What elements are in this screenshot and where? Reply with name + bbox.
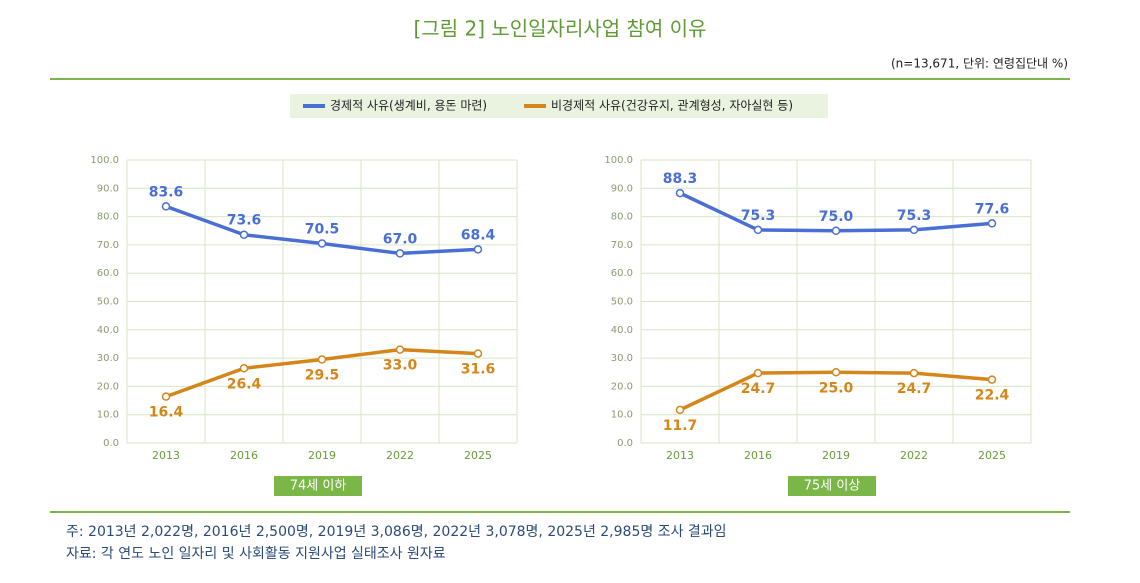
point	[831, 368, 841, 377]
y-tick-label: 50.0	[611, 297, 633, 308]
point	[317, 239, 327, 248]
y-tick-label: 80.0	[97, 212, 119, 223]
y-tick-label: 90.0	[97, 183, 119, 194]
value-label: 83.6	[149, 184, 184, 200]
value-label: 68.4	[461, 227, 496, 243]
x-tick-label: 2022	[386, 449, 414, 462]
value-label: 16.4	[149, 405, 184, 421]
point	[395, 345, 405, 354]
y-tick-label: 100.0	[90, 155, 119, 166]
value-label: 22.4	[975, 388, 1010, 404]
value-label: 75.3	[741, 208, 776, 224]
x-tick-label: 2019	[308, 449, 336, 462]
value-label: 29.5	[305, 368, 340, 384]
panel-label-box	[788, 476, 876, 496]
point	[161, 392, 171, 401]
value-label: 24.7	[741, 381, 776, 397]
value-label: 73.6	[227, 213, 262, 229]
y-tick-label: 20.0	[611, 381, 633, 392]
point	[909, 225, 919, 235]
point	[317, 355, 327, 364]
panel-label-box	[274, 476, 362, 496]
y-tick-label: 10.0	[611, 410, 633, 421]
y-tick-label: 30.0	[611, 353, 633, 364]
y-tick-label: 50.0	[97, 297, 119, 308]
legend-label: 경제적 사유(생계비, 용돈 마련)	[330, 99, 487, 113]
point	[753, 368, 763, 378]
panel-label: 74세 이하	[290, 479, 347, 494]
value-label: 33.0	[383, 358, 418, 374]
value-label: 77.6	[975, 201, 1010, 217]
y-tick-label: 100.0	[604, 155, 633, 166]
value-label: 25.0	[819, 380, 854, 396]
x-tick-label: 2025	[978, 449, 1006, 462]
footnote: 자료: 각 연도 노인 일자리 및 사회활동 지원사업 실태조사 원자료	[66, 546, 446, 562]
point	[987, 375, 997, 384]
legend-label: 비경제적 사유(건강유지, 관계형성, 자아실현 등)	[551, 99, 793, 113]
y-tick-label: 40.0	[611, 325, 633, 336]
x-tick-label: 2016	[744, 449, 772, 462]
legend-box	[290, 94, 828, 118]
y-tick-label: 70.0	[611, 240, 633, 251]
point	[753, 225, 763, 235]
y-tick-label: 0.0	[103, 438, 119, 449]
x-tick-label: 2022	[900, 449, 928, 462]
y-tick-label: 20.0	[97, 381, 119, 392]
y-tick-label: 90.0	[611, 183, 633, 194]
value-label: 31.6	[461, 362, 496, 378]
point	[675, 405, 685, 415]
point	[395, 249, 405, 258]
point	[473, 245, 483, 254]
point	[909, 368, 919, 378]
title: [그림 2] 노인일자리사업 참여 이유	[414, 17, 707, 41]
x-tick-label: 2013	[152, 449, 180, 462]
value-label: 70.5	[305, 221, 340, 237]
x-tick-label: 2013	[666, 449, 694, 462]
value-label: 75.3	[897, 208, 932, 224]
point	[675, 188, 685, 198]
y-tick-label: 70.0	[97, 240, 119, 251]
point	[473, 349, 483, 358]
y-tick-label: 60.0	[97, 268, 119, 279]
value-label: 75.0	[819, 209, 854, 225]
point	[831, 226, 841, 235]
y-tick-label: 40.0	[97, 325, 119, 336]
value-label: 67.0	[383, 231, 418, 247]
point	[987, 219, 997, 228]
x-tick-label: 2016	[230, 449, 258, 462]
value-label: 88.3	[663, 171, 698, 187]
footnote: 주: 2013년 2,022명, 2016년 2,500명, 2019년 3,0…	[66, 524, 727, 540]
value-label: 11.7	[663, 418, 698, 434]
value-label: 26.4	[227, 376, 262, 392]
value-label: 24.7	[897, 381, 932, 397]
point	[161, 202, 171, 211]
x-tick-label: 2019	[822, 449, 850, 462]
point	[239, 364, 249, 373]
y-tick-label: 30.0	[97, 353, 119, 364]
panel-label: 75세 이상	[804, 479, 861, 494]
unit-note: (n=13,671, 단위: 연령집단내 %)	[891, 57, 1068, 71]
y-tick-label: 80.0	[611, 212, 633, 223]
y-tick-label: 60.0	[611, 268, 633, 279]
y-tick-label: 0.0	[617, 438, 633, 449]
point	[239, 230, 249, 239]
x-tick-label: 2025	[464, 449, 492, 462]
y-tick-label: 10.0	[97, 410, 119, 421]
